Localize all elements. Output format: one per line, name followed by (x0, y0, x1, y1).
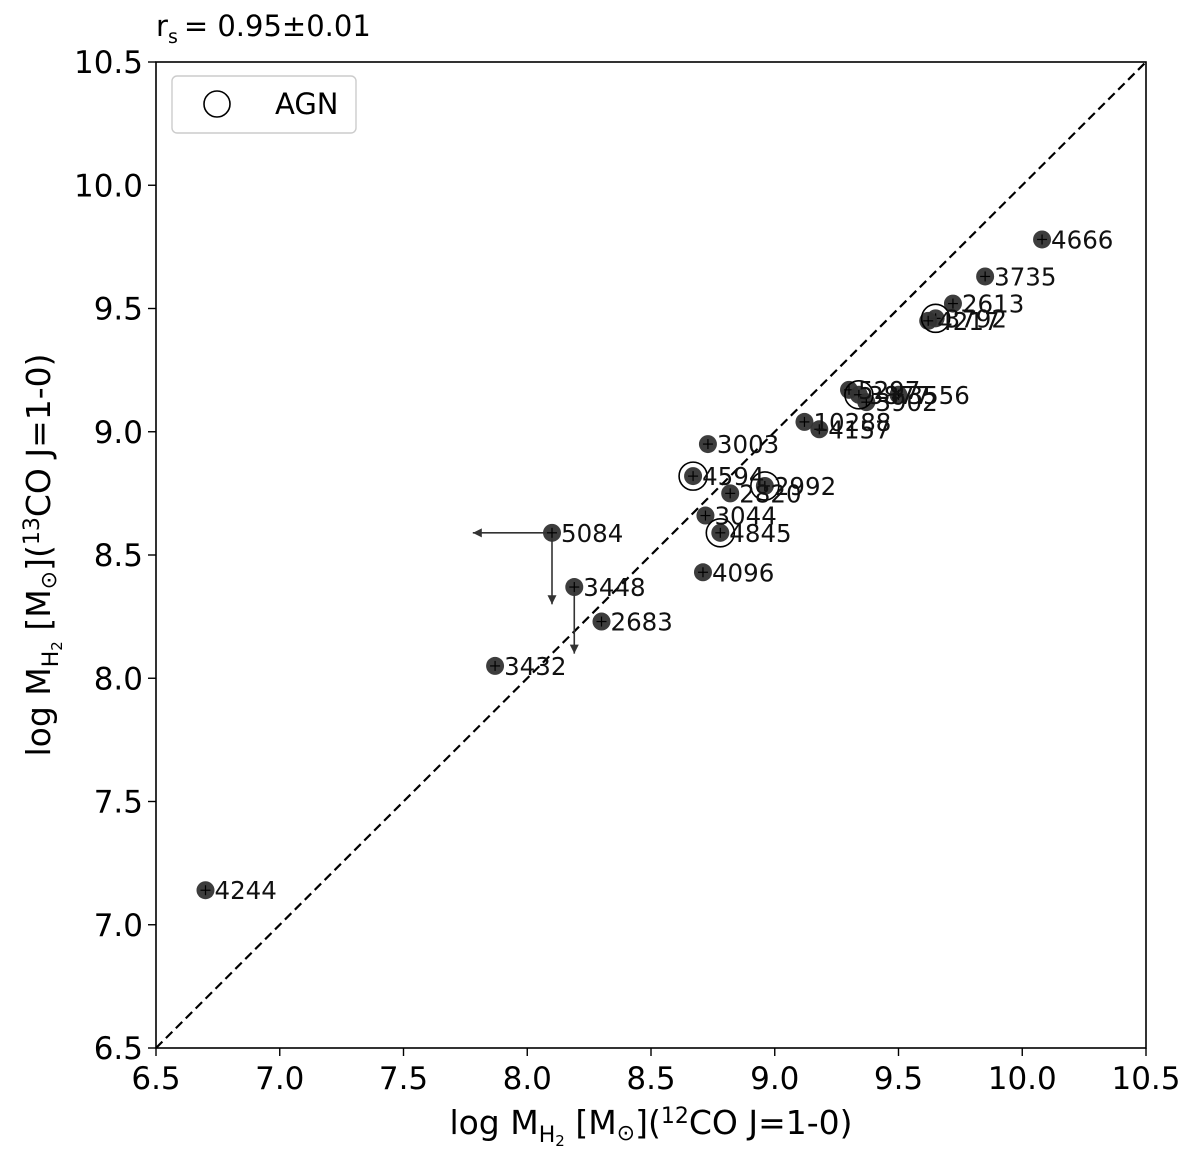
agn-ring-4845 (705, 518, 736, 548)
x-upper-limit-arrow-5084-head (472, 528, 482, 538)
agn-ring-2992 (750, 471, 780, 501)
x-tick-label: 9.0 (750, 1061, 799, 1097)
point-label-3448: 3448 (583, 573, 645, 602)
point-label-3044: 3044 (714, 502, 776, 531)
point-label-2992: 2992 (774, 472, 836, 501)
point-label-3003: 3003 (717, 430, 779, 459)
correlation-annotation: rs = 0.95±0.01 (156, 9, 371, 48)
y-axis-title: log MH2 [M⊙](13CO J=1-0) (19, 353, 66, 756)
y-tick-label: 6.5 (94, 1031, 143, 1067)
point-label-3902: 3902 (875, 388, 937, 417)
point-label-5084: 5084 (561, 519, 623, 548)
upper-limit-arrows-layer (472, 528, 579, 654)
data-points-layer (196, 230, 1052, 900)
y-axis-ticks: 6.5 7.0 7.5 8.0 8.5 9.0 9.5 10.0 10.5 (74, 45, 156, 1067)
agn-ring-3792 (920, 303, 951, 334)
x-tick-label: 8.0 (503, 1061, 552, 1097)
x-tick-label: 7.5 (379, 1061, 428, 1097)
point-label-3556: 3556 (908, 381, 970, 410)
x-axis-title: log MH2 [M⊙](12CO J=1-0) (449, 1103, 852, 1150)
y-upper-limit-arrow-5084-head (547, 595, 557, 605)
point-label-4157: 4157 (828, 415, 890, 444)
point-label-4666: 4666 (1051, 225, 1113, 254)
x-tick-label: 6.5 (131, 1061, 180, 1097)
point-label-5297: 5297 (858, 376, 920, 405)
point-label-4594: 4594 (702, 462, 764, 491)
y-tick-label: 9.0 (94, 415, 143, 451)
x-tick-label: 8.5 (626, 1061, 675, 1097)
agn-ring-4594 (678, 461, 708, 491)
legend-agn-label: AGN (275, 87, 339, 121)
legend: AGN (171, 75, 357, 134)
point-label-10288: 10288 (813, 408, 891, 437)
y-tick-label: 9.5 (94, 292, 143, 328)
x-axis-ticks: 6.5 7.0 7.5 8.0 8.5 9.0 9.5 10.0 10.5 (131, 1048, 1181, 1097)
one-to-one-line (155, 61, 1147, 1049)
agn-rings-layer (678, 303, 951, 548)
one-to-one-line-layer (155, 61, 1147, 1049)
x-tick-label: 10.0 (988, 1061, 1057, 1097)
x-tick-label: 9.5 (874, 1061, 923, 1097)
y-tick-label: 10.0 (74, 168, 143, 204)
point-label-2683: 2683 (611, 608, 673, 637)
legend-agn-marker (203, 90, 231, 118)
y-upper-limit-arrow-3448-head (569, 644, 579, 654)
y-tick-label: 8.0 (94, 661, 143, 697)
y-tick-label: 7.0 (94, 908, 143, 944)
point-label-3877: 3877 (868, 381, 930, 410)
point-label-2613: 2613 (962, 290, 1024, 319)
point-label-4244: 4244 (215, 876, 277, 905)
point-label-4096: 4096 (712, 558, 774, 587)
point-label-3432: 3432 (504, 652, 566, 681)
point-label-4845: 4845 (729, 519, 791, 548)
x-tick-label: 10.5 (1111, 1061, 1180, 1097)
point-label-2820: 2820 (739, 479, 801, 508)
y-tick-label: 8.5 (94, 538, 143, 574)
y-tick-label: 10.5 (74, 45, 143, 81)
agn-ring-3877 (844, 379, 874, 410)
x-tick-label: 7.0 (255, 1061, 304, 1097)
point-label-4217: 4217 (937, 307, 999, 336)
point-label-3792: 3792 (945, 304, 1007, 333)
point-label-3735: 3735 (994, 262, 1056, 291)
y-tick-label: 7.5 (94, 785, 143, 821)
